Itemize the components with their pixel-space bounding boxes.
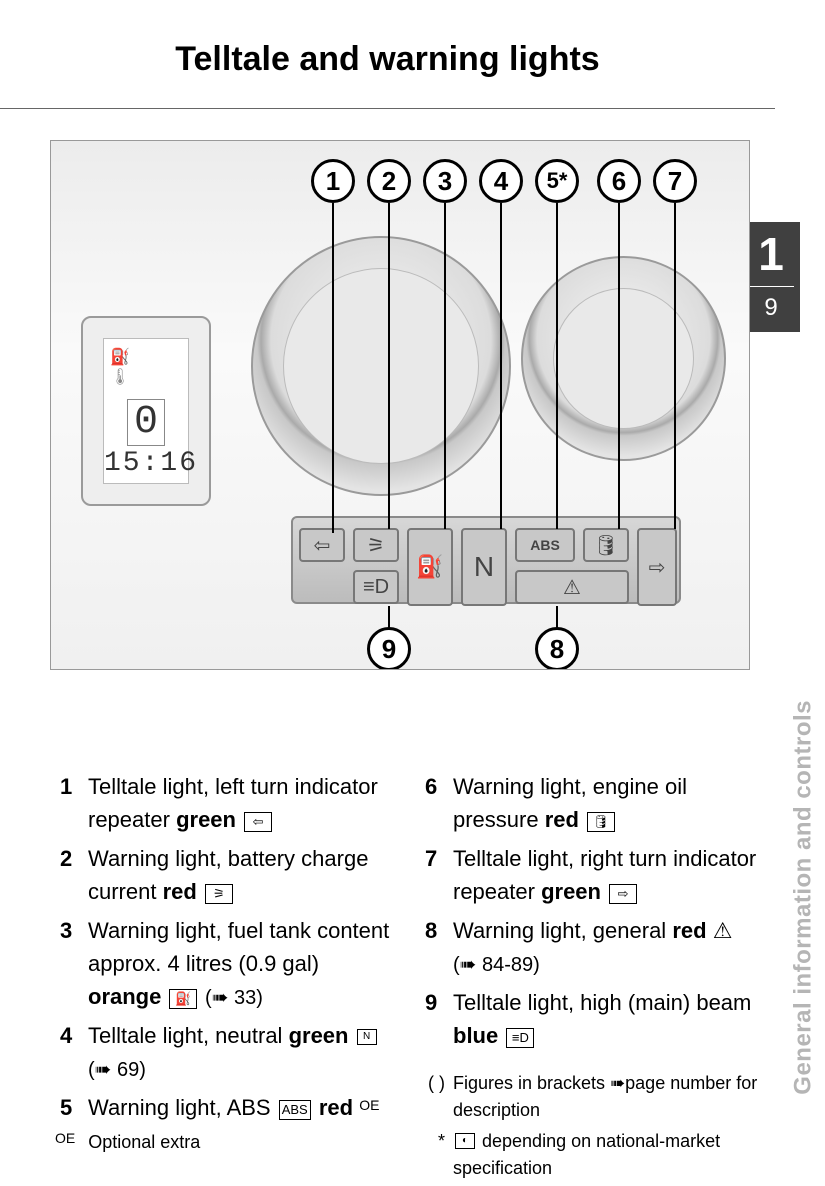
legend-color: red: [672, 918, 706, 943]
legend-color: green: [289, 1023, 349, 1048]
legend-item-4: 4Telltale light, neutral green N (➠ 69): [60, 1019, 395, 1085]
lcd-display: ⛽ 🌡 0 15:16: [81, 316, 211, 506]
lcd-icons: ⛽ 🌡: [110, 347, 182, 387]
legend-item-5: 5Warning light, ABS ABS red OE: [60, 1091, 395, 1124]
legend-pageref: (➠ 84-89): [453, 954, 540, 976]
legend-num: 7: [425, 842, 453, 908]
footnote-text: Figures in brackets ➠page number for des…: [453, 1070, 760, 1124]
dashboard-figure: ⛽ 🌡 0 15:16 ⇦ ⚞ ⛽ ≡D N ABS 🛢 ⚠ ⇨ 1: [50, 140, 750, 670]
legend-item-8: 8Warning light, general red ⚠ (➠ 84-89): [425, 914, 760, 980]
legend-pageref: (➠ 33): [199, 987, 262, 1009]
dashboard-sketch: ⛽ 🌡 0 15:16 ⇦ ⚞ ⛽ ≡D N ABS 🛢 ⚠ ⇨: [51, 141, 749, 669]
legend-color: orange: [88, 984, 161, 1009]
high-beam-icon: ≡D: [353, 570, 399, 604]
general-warning-icon: ⚠: [515, 570, 629, 604]
tachometer: [521, 256, 726, 461]
legend-text: Warning light, engine oil pressure red 🛢: [453, 770, 760, 836]
legend-color: red: [545, 807, 579, 832]
legend-icon: ⛽: [169, 989, 197, 1009]
fuel-icon: ⛽: [407, 528, 453, 606]
title-rule: [0, 108, 775, 109]
legend-col-left: 1Telltale light, left turn indicator rep…: [60, 770, 395, 1186]
legend-num: 5: [60, 1091, 88, 1124]
legend-sup: OE: [359, 1097, 379, 1113]
oil-icon: 🛢: [583, 528, 629, 562]
legend-icon: ≡D: [506, 1028, 534, 1048]
oe-mark: OE: [55, 1130, 75, 1146]
legend-icon: ⚞: [205, 884, 233, 904]
legend-icon: ⇨: [609, 884, 637, 904]
legend-item-3: 3Warning light, fuel tank content approx…: [60, 914, 395, 1013]
legend-item-6: 6Warning light, engine oil pressure red …: [425, 770, 760, 836]
lcd-gear: 0: [127, 399, 165, 446]
section-label: General information and controls: [790, 700, 818, 1095]
page: Telltale and warning lights 1 9 General …: [0, 0, 825, 1173]
legend-num: 1: [60, 770, 88, 836]
indicator-strip: ⇦ ⚞ ⛽ ≡D N ABS 🛢 ⚠ ⇨: [291, 516, 681, 604]
legend-text: Warning light, battery charge current re…: [88, 842, 395, 908]
legend-color: red: [319, 1095, 353, 1120]
footnote: *◐ depending on national-market specific…: [425, 1128, 760, 1182]
left-turn-icon: ⇦: [299, 528, 345, 562]
legend-icon: ⇦: [244, 812, 272, 832]
legend-color: blue: [453, 1023, 498, 1048]
legend-text: Telltale light, neutral green N (➠ 69): [88, 1019, 395, 1085]
legend-num: 6: [425, 770, 453, 836]
footnote-mark: ( ): [425, 1070, 453, 1124]
legend-col-right: 6Warning light, engine oil pressure red …: [425, 770, 760, 1186]
abs-icon: ABS: [515, 528, 575, 562]
legend-item-2: 2Warning light, battery charge current r…: [60, 842, 395, 908]
legend-item-9: 9Telltale light, high (main) beam blue ≡…: [425, 986, 760, 1052]
legend-item-1: 1Telltale light, left turn indicator rep…: [60, 770, 395, 836]
neutral-icon: N: [461, 528, 507, 606]
legend-color: green: [541, 879, 601, 904]
legend-icon: ABS: [279, 1100, 311, 1120]
legend-icon: 🛢: [587, 812, 615, 832]
battery-icon: ⚞: [353, 528, 399, 562]
legend-text: Telltale light, high (main) beam blue ≡D: [453, 986, 760, 1052]
footnote-text: ◐ depending on national-market specifica…: [453, 1128, 760, 1182]
legend: 1Telltale light, left turn indicator rep…: [60, 770, 760, 1186]
speedometer: [251, 236, 511, 496]
legend-icon: N: [357, 1029, 377, 1045]
legend-text: Warning light, fuel tank content approx.…: [88, 914, 395, 1013]
page-number: 9: [742, 287, 800, 329]
legend-text: Telltale light, right turn indicator rep…: [453, 842, 760, 908]
footnote-mark: *: [425, 1128, 453, 1182]
legend-num: 3: [60, 914, 88, 1013]
footnote-icon: ◐: [455, 1133, 475, 1149]
legend-item-7: 7Telltale light, right turn indicator re…: [425, 842, 760, 908]
footnote: ( )Figures in brackets ➠page number for …: [425, 1070, 760, 1124]
oe-footnote: OE Optional extra: [55, 1130, 200, 1153]
legend-color: green: [176, 807, 236, 832]
legend-text: Warning light, ABS ABS red OE: [88, 1091, 395, 1124]
page-title: Telltale and warning lights: [0, 40, 775, 79]
legend-text: Warning light, general red ⚠ (➠ 84-89): [453, 914, 760, 980]
legend-num: 4: [60, 1019, 88, 1085]
chapter-tab: 1 9: [742, 222, 800, 332]
legend-text: Telltale light, left turn indicator repe…: [88, 770, 395, 836]
right-turn-icon: ⇨: [637, 528, 677, 606]
arrow-icon: ➠: [610, 1073, 625, 1093]
lcd-clock: 15:16: [104, 448, 188, 479]
legend-icon: ⚠: [713, 918, 733, 943]
legend-num: 2: [60, 842, 88, 908]
legend-num: 9: [425, 986, 453, 1052]
legend-num: 8: [425, 914, 453, 980]
footnotes: ( )Figures in brackets ➠page number for …: [425, 1070, 760, 1182]
legend-color: red: [163, 879, 197, 904]
oe-text: Optional extra: [88, 1132, 200, 1152]
legend-pageref: (➠ 69): [88, 1059, 146, 1081]
chapter-number: 1: [742, 222, 800, 286]
